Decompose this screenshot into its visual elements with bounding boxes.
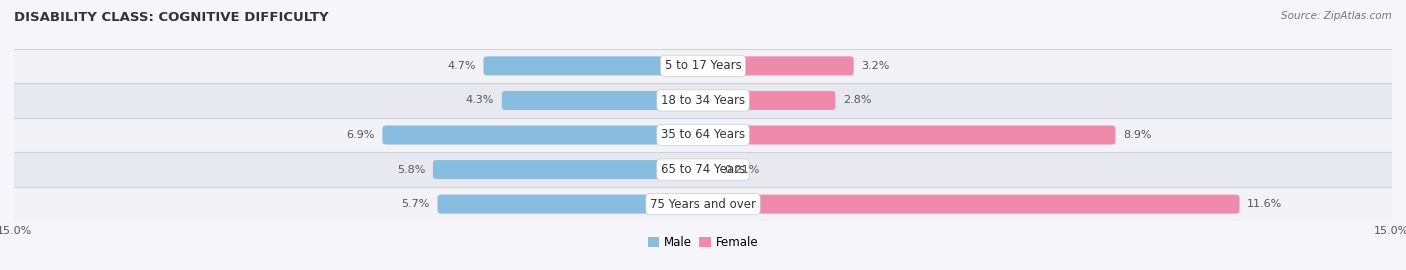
Text: 0.21%: 0.21%: [724, 164, 759, 175]
FancyBboxPatch shape: [703, 160, 716, 179]
Text: 35 to 64 Years: 35 to 64 Years: [661, 129, 745, 141]
Text: 6.9%: 6.9%: [346, 130, 374, 140]
Text: 5.8%: 5.8%: [396, 164, 425, 175]
FancyBboxPatch shape: [703, 56, 853, 75]
FancyBboxPatch shape: [502, 91, 703, 110]
Text: 8.9%: 8.9%: [1123, 130, 1152, 140]
Text: 4.7%: 4.7%: [447, 61, 475, 71]
FancyBboxPatch shape: [437, 195, 703, 214]
FancyBboxPatch shape: [703, 126, 1115, 144]
Text: 5 to 17 Years: 5 to 17 Years: [665, 59, 741, 72]
Legend: Male, Female: Male, Female: [643, 231, 763, 254]
Text: 3.2%: 3.2%: [862, 61, 890, 71]
Text: 5.7%: 5.7%: [401, 199, 430, 209]
FancyBboxPatch shape: [14, 118, 1392, 152]
Text: DISABILITY CLASS: COGNITIVE DIFFICULTY: DISABILITY CLASS: COGNITIVE DIFFICULTY: [14, 11, 329, 24]
FancyBboxPatch shape: [703, 91, 835, 110]
Text: 65 to 74 Years: 65 to 74 Years: [661, 163, 745, 176]
FancyBboxPatch shape: [14, 49, 1392, 83]
Text: 11.6%: 11.6%: [1247, 199, 1282, 209]
FancyBboxPatch shape: [14, 187, 1392, 221]
Text: 18 to 34 Years: 18 to 34 Years: [661, 94, 745, 107]
Text: 75 Years and over: 75 Years and over: [650, 198, 756, 211]
FancyBboxPatch shape: [703, 195, 1240, 214]
FancyBboxPatch shape: [14, 152, 1392, 187]
FancyBboxPatch shape: [433, 160, 703, 179]
FancyBboxPatch shape: [382, 126, 703, 144]
Text: 4.3%: 4.3%: [465, 95, 494, 106]
Text: Source: ZipAtlas.com: Source: ZipAtlas.com: [1281, 11, 1392, 21]
Text: 2.8%: 2.8%: [844, 95, 872, 106]
FancyBboxPatch shape: [484, 56, 703, 75]
FancyBboxPatch shape: [14, 83, 1392, 118]
